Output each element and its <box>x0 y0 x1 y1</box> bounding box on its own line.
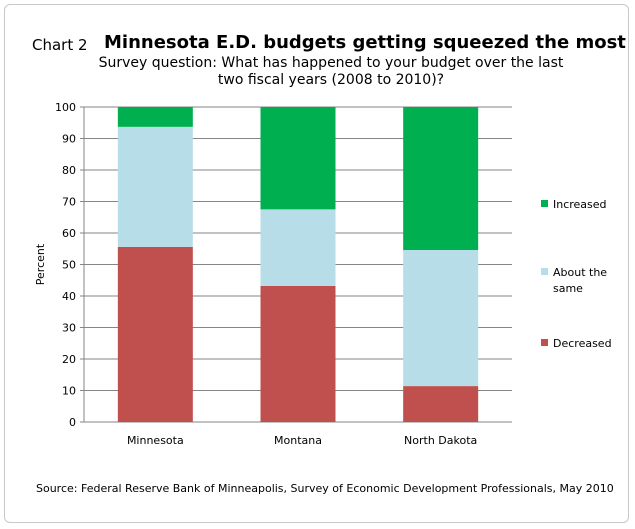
y-tick-label: 20 <box>62 353 76 366</box>
bar-increased <box>403 107 479 251</box>
y-tick-label: 80 <box>62 164 76 177</box>
bar-increased <box>260 107 336 210</box>
legend-label: same <box>553 282 583 295</box>
chart-number: Chart 2 <box>32 36 88 54</box>
bar-about-same <box>403 250 479 387</box>
y-tick-label: 100 <box>55 101 76 114</box>
subtitle-line-1: Survey question: What has happened to yo… <box>98 55 564 71</box>
subtitle-line-2: two fiscal years (2008 to 2010)? <box>217 72 445 88</box>
y-tick-label: 50 <box>62 259 76 272</box>
bar-increased <box>117 107 193 127</box>
legend-swatch-about-same <box>541 268 548 275</box>
x-tick-label: Minnesota <box>127 434 184 447</box>
y-tick-label: 90 <box>62 133 76 146</box>
y-tick-label: 10 <box>62 385 76 398</box>
bar-about-same <box>117 126 193 247</box>
chart-subtitle: Survey question: What has happened to yo… <box>96 55 566 89</box>
legend-swatch-decreased <box>541 339 548 346</box>
bar-decreased <box>260 285 336 422</box>
legend-label: Decreased <box>553 337 612 350</box>
x-tick-label: Montana <box>274 434 322 447</box>
x-tick-label: North Dakota <box>404 434 477 447</box>
y-tick-label: 40 <box>62 290 76 303</box>
y-tick-label: 70 <box>62 196 76 209</box>
y-tick-label: 60 <box>62 227 76 240</box>
bar-decreased <box>117 246 193 422</box>
y-tick-label: 0 <box>69 416 76 429</box>
legend-swatch-increased <box>541 200 548 207</box>
y-axis-label: Percent <box>34 243 47 285</box>
source-note: Source: Federal Reserve Bank of Minneapo… <box>36 482 614 495</box>
bar-decreased <box>403 386 479 422</box>
chart-title: Minnesota E.D. budgets getting squeezed … <box>104 32 626 53</box>
legend-label: Increased <box>553 198 607 211</box>
bar-about-same <box>260 209 336 286</box>
y-tick-label: 30 <box>62 322 76 335</box>
legend-label: About the <box>553 266 607 279</box>
